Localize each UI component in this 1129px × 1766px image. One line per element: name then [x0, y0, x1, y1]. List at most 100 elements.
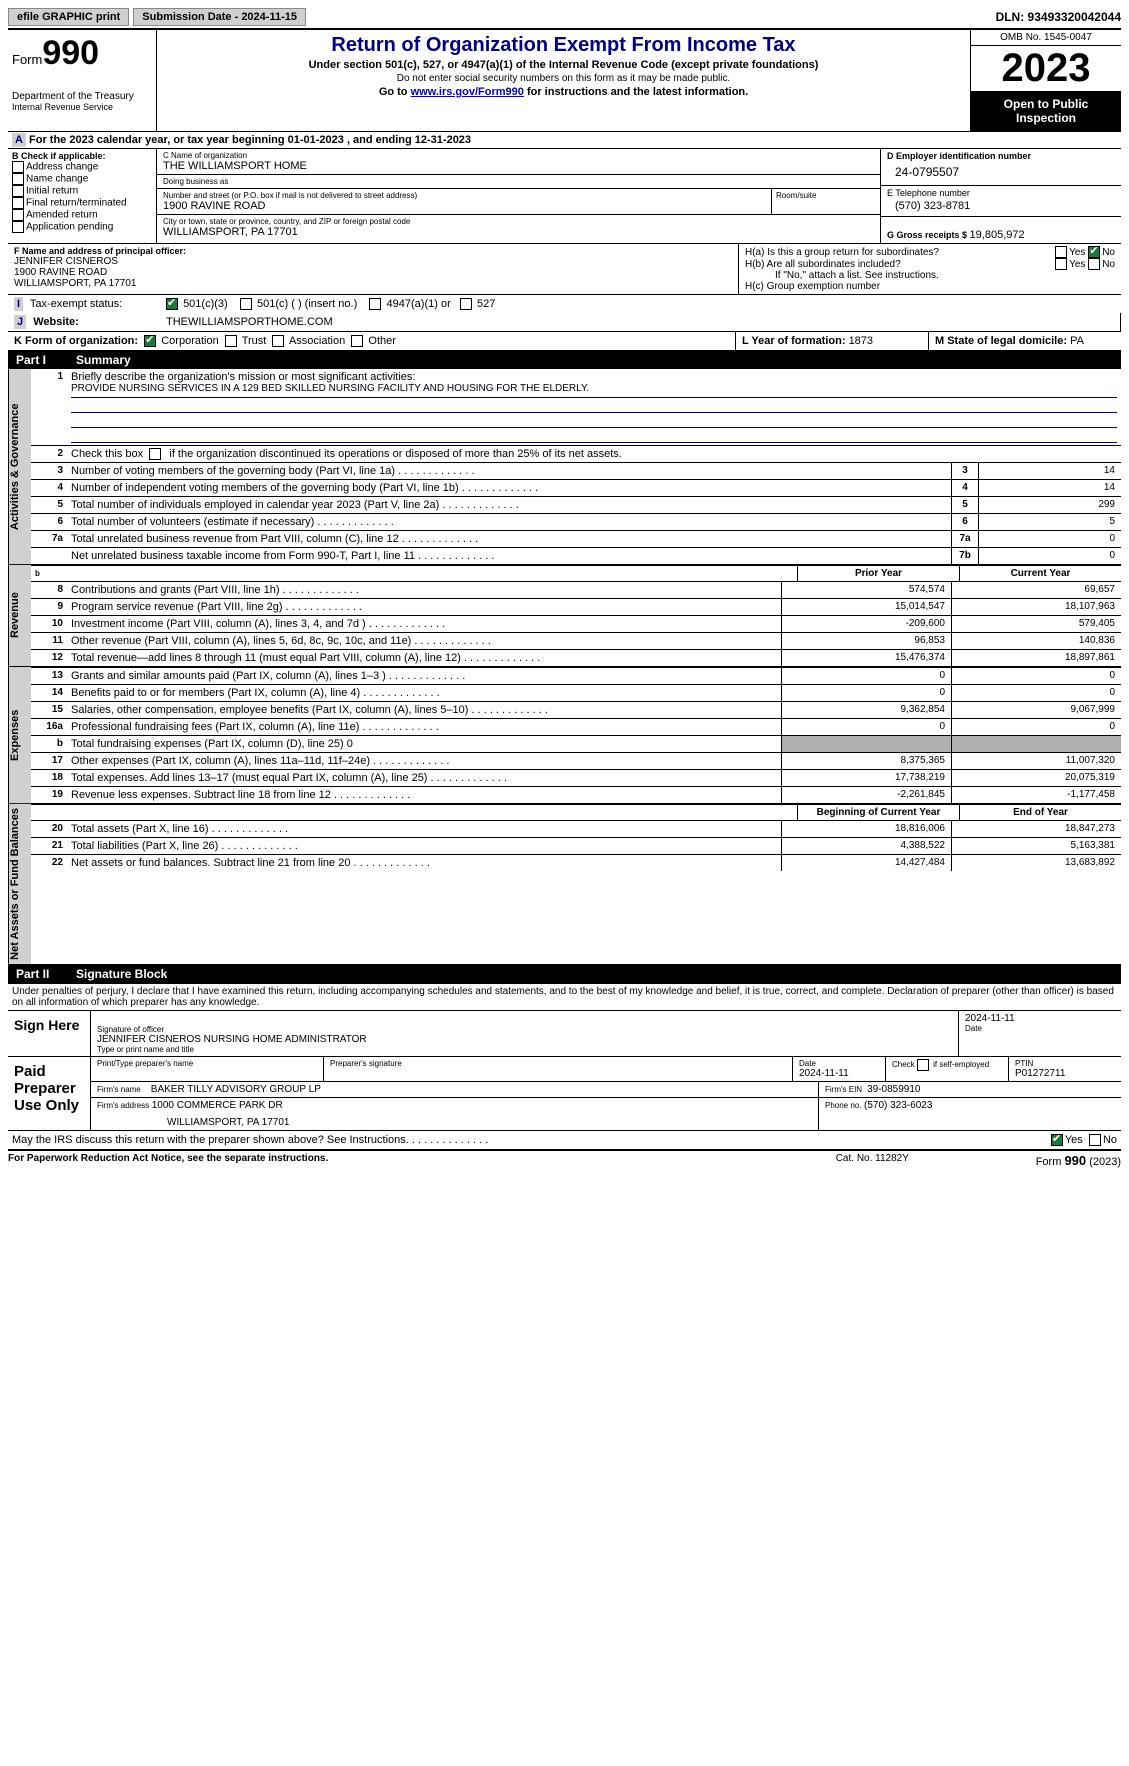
- section-d: D Employer identification number 24-0795…: [881, 149, 1121, 243]
- ein-value: 24-0795507: [887, 161, 1115, 183]
- chk-address-change[interactable]: Address change: [12, 161, 152, 173]
- page-footer: For Paperwork Reduction Act Notice, see …: [8, 1151, 1121, 1168]
- chk-4947[interactable]: [369, 298, 381, 310]
- line-a-period: A For the 2023 calendar year, or tax yea…: [8, 132, 1121, 149]
- part-i-header: Part I Summary: [8, 351, 1121, 369]
- street-label: Number and street (or P.O. box if mail i…: [163, 191, 765, 200]
- hb-note: If "No," attach a list. See instructions…: [745, 270, 1115, 281]
- ein-label: D Employer identification number: [887, 151, 1115, 161]
- year-formation: 1873: [849, 335, 873, 347]
- summary-expenses: Expenses 13Grants and similar amounts pa…: [8, 667, 1121, 804]
- officer-sig-name: JENNIFER CISNEROS NURSING HOME ADMINISTR…: [97, 1034, 952, 1045]
- subtitle: Under section 501(c), 527, or 4947(a)(1)…: [165, 59, 962, 71]
- form990-link[interactable]: www.irs.gov/Form990: [411, 86, 524, 98]
- summary-net-assets: Net Assets or Fund Balances Beginning of…: [8, 804, 1121, 965]
- summary-line: 17Other expenses (Part IX, column (A), l…: [31, 752, 1121, 769]
- pra-notice: For Paperwork Reduction Act Notice, see …: [8, 1153, 836, 1168]
- hb-yes-checkbox[interactable]: [1055, 258, 1067, 270]
- return-title: Return of Organization Exempt From Incom…: [165, 34, 962, 57]
- chk-initial-return[interactable]: Initial return: [12, 185, 152, 197]
- form-header: Form990 Department of the Treasury Inter…: [8, 30, 1121, 132]
- beg-year-header: Beginning of Current Year: [797, 805, 959, 820]
- line-2-discontinued: Check this box if the organization disco…: [67, 446, 1121, 462]
- top-bar: efile GRAPHIC print Submission Date - 20…: [8, 8, 1121, 30]
- city-label: City or town, state or province, country…: [163, 217, 874, 226]
- firm-phone: (570) 323-6023: [864, 1100, 932, 1111]
- discuss-preparer-row: May the IRS discuss this return with the…: [8, 1131, 1121, 1151]
- officer-street: 1900 RAVINE ROAD: [14, 267, 732, 278]
- ptin-value: P01272711: [1015, 1068, 1115, 1079]
- sign-here-block: Sign Here Signature of officer JENNIFER …: [8, 1011, 1121, 1057]
- summary-revenue: Revenue b Prior Year Current Year 8Contr…: [8, 565, 1121, 667]
- self-employed-check[interactable]: Check if self-employed: [892, 1059, 1002, 1071]
- chk-association[interactable]: [272, 335, 284, 347]
- row-f-h: F Name and address of principal officer:…: [8, 244, 1121, 295]
- current-year-header: Current Year: [959, 566, 1121, 581]
- discuss-yes-checkbox[interactable]: [1051, 1134, 1063, 1146]
- vtab-expenses: Expenses: [8, 667, 31, 803]
- gross-label: G Gross receipts $: [887, 230, 970, 240]
- state-domicile: PA: [1070, 335, 1084, 347]
- summary-line: 9Program service revenue (Part VIII, lin…: [31, 598, 1121, 615]
- end-year-header: End of Year: [959, 805, 1121, 820]
- chk-final-return[interactable]: Final return/terminated: [12, 197, 152, 209]
- chk-501c[interactable]: [240, 298, 252, 310]
- firm-name: BAKER TILLY ADVISORY GROUP LP: [151, 1084, 321, 1095]
- summary-line: bTotal fundraising expenses (Part IX, co…: [31, 735, 1121, 752]
- chk-discontinued[interactable]: [149, 448, 161, 460]
- sign-here-label: Sign Here: [8, 1011, 91, 1056]
- officer-name-label: Type or print name and title: [97, 1045, 952, 1054]
- mission-text: PROVIDE NURSING SERVICES IN A 129 BED SK…: [71, 383, 1117, 398]
- hc-label: H(c) Group exemption number: [745, 281, 1115, 292]
- chk-527[interactable]: [460, 298, 472, 310]
- form-org-label: K Form of organization:: [14, 335, 138, 347]
- irs-label: Internal Revenue Service: [12, 102, 152, 112]
- tax-year: 2023: [971, 46, 1121, 91]
- chk-trust[interactable]: [225, 335, 237, 347]
- summary-line: 8Contributions and grants (Part VIII, li…: [31, 581, 1121, 598]
- entity-block: B Check if applicable: Address change Na…: [8, 149, 1121, 244]
- row-klm: K Form of organization: Corporation Trus…: [8, 332, 1121, 351]
- phone-label: E Telephone number: [887, 188, 1115, 198]
- ssn-note: Do not enter social security numbers on …: [165, 73, 962, 84]
- org-name-label: C Name of organization: [163, 151, 874, 160]
- chk-other[interactable]: [351, 335, 363, 347]
- summary-line: 21Total liabilities (Part X, line 26)4,3…: [31, 837, 1121, 854]
- summary-line: 15Salaries, other compensation, employee…: [31, 701, 1121, 718]
- summary-line: 11Other revenue (Part VIII, column (A), …: [31, 632, 1121, 649]
- chk-amended-return[interactable]: Amended return: [12, 209, 152, 221]
- state-domicile-label: M State of legal domicile:: [935, 335, 1070, 347]
- chk-name-change[interactable]: Name change: [12, 173, 152, 185]
- summary-line: 12Total revenue—add lines 8 through 11 (…: [31, 649, 1121, 666]
- summary-governance: Activities & Governance 1 Briefly descri…: [8, 369, 1121, 565]
- open-public-badge: Open to Public Inspection: [971, 91, 1121, 131]
- chk-application-pending[interactable]: Application pending: [12, 221, 152, 233]
- section-b: B Check if applicable: Address change Na…: [8, 149, 157, 243]
- firm-addr1: 1000 COMMERCE PARK DR: [152, 1100, 283, 1111]
- cat-no: Cat. No. 11282Y: [836, 1153, 1036, 1168]
- hb-question: H(b) Are all subordinates included?: [745, 259, 1055, 270]
- efile-print-button[interactable]: efile GRAPHIC print: [8, 8, 129, 26]
- form-footer: Form 990 (2023): [1036, 1153, 1121, 1168]
- vtab-governance: Activities & Governance: [8, 369, 31, 564]
- hb-no-checkbox[interactable]: [1088, 258, 1100, 270]
- section-c: C Name of organization THE WILLIAMSPORT …: [157, 149, 881, 243]
- website-value: THEWILLIAMSPORTHOME.COM: [160, 313, 1121, 331]
- treasury-dept: Department of the Treasury: [12, 91, 152, 102]
- ha-yes-checkbox[interactable]: [1055, 246, 1067, 258]
- chk-corporation[interactable]: [144, 335, 156, 347]
- form-number: 990: [42, 34, 99, 72]
- firm-ein: 39-0859910: [867, 1084, 920, 1095]
- tax-exempt-label: Tax-exempt status:: [30, 298, 122, 310]
- ha-no-checkbox[interactable]: [1088, 246, 1100, 258]
- form-number-box: Form990 Department of the Treasury Inter…: [8, 30, 157, 131]
- ha-question: H(a) Is this a group return for subordin…: [745, 247, 1055, 258]
- paid-preparer-block: Paid Preparer Use Only Print/Type prepar…: [8, 1057, 1121, 1131]
- discuss-no-checkbox[interactable]: [1089, 1134, 1101, 1146]
- summary-line: 4Number of independent voting members of…: [31, 479, 1121, 496]
- street-value: 1900 RAVINE ROAD: [163, 200, 765, 212]
- year-box: OMB No. 1545-0047 2023 Open to Public In…: [970, 30, 1121, 131]
- summary-line: 10Investment income (Part VIII, column (…: [31, 615, 1121, 632]
- instructions-link-row: Go to www.irs.gov/Form990 for instructio…: [165, 86, 962, 98]
- chk-501c3[interactable]: [166, 298, 178, 310]
